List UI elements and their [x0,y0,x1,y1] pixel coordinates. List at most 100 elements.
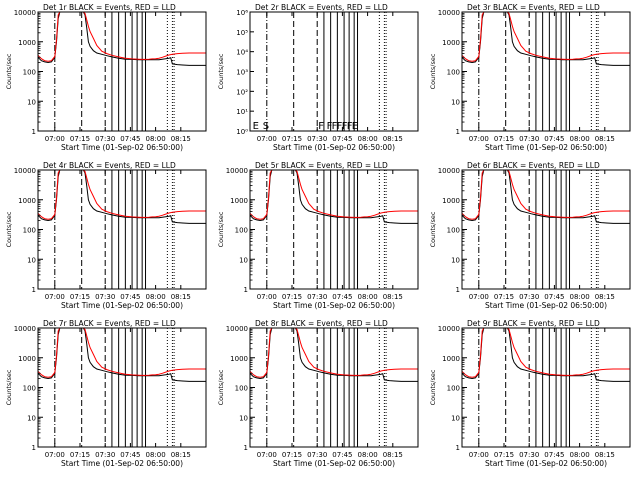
x-tick-label: 07:30 [519,451,539,459]
y-tick-label: 10 [239,256,248,264]
x-tick-label: 07:00 [469,135,489,143]
x-tick-label: 07:00 [45,293,65,301]
y-tick-label: 10 [451,256,460,264]
x-tick-label: 08:15 [595,451,615,459]
y-tick-label: 10000 [226,167,248,175]
x-tick-label: 08:00 [146,135,166,143]
series-line-lld [250,170,418,220]
y-tick-label: 1000 [18,197,36,205]
y-tick-label: 10 [27,256,36,264]
plot-area [266,12,387,131]
y-tick-label: 10 [27,98,36,106]
x-tick-label: 08:00 [570,293,590,301]
y-axis-label: Counts/sec [217,211,225,247]
plot-area [462,170,630,289]
x-tick-label: 07:45 [332,451,352,459]
panel-det-3: Det 3r BLACK = Events, RED = LLD 07:00 07:… [429,3,631,152]
series-line-lld [38,328,206,378]
y-tick-label: 100 [23,227,36,235]
y-tick-label: 10000 [14,325,36,333]
x-tick-label: 07:30 [95,135,115,143]
series-line-lld [250,328,418,378]
x-tick-label: 07:15 [70,451,90,459]
y-tick-label: 10000 [438,325,460,333]
flag-label: F [347,121,353,132]
panel-det-9: Det 9r BLACK = Events, RED = LLD 07:00 07:… [429,319,631,468]
y-tick-label: 1000 [442,197,460,205]
y-tick-label: 1 [32,286,36,294]
y-tick-label: 10 [27,414,36,422]
y-tick-label: 100 [235,227,248,235]
y-tick-label: 10 [239,414,248,422]
y-tick-label: 10000 [14,9,36,17]
y-axis-label: Counts/sec [217,53,225,89]
y-tick-label: 100 [23,69,36,77]
y-tick-label: 1 [244,444,248,452]
x-tick-label: 08:15 [171,293,191,301]
y-tick-label: 10 [451,414,460,422]
x-tick-label: 08:15 [383,451,403,459]
x-tick-label: 07:15 [70,293,90,301]
x-tick-label: 08:15 [171,135,191,143]
flag-label: E [352,121,358,132]
plot-area [250,170,418,289]
panel-title: Det 4r BLACK = Events, RED = LLD [43,161,176,170]
x-tick-label: 07:00 [257,135,277,143]
x-axis-label: Start Time (01-Sep-02 06:50:00) [485,301,607,310]
x-axis-label: Start Time (01-Sep-02 06:50:00) [485,143,607,152]
x-tick-label: 07:00 [469,293,489,301]
y-axis-label: Counts/sec [5,369,13,405]
x-axis-label: Start Time (01-Sep-02 06:50:00) [273,301,395,310]
y-tick-label: 1 [244,286,248,294]
panel-det-7: Det 7r BLACK = Events, RED = LLD 07:00 07:… [5,319,207,468]
y-tick-label: 10³ [236,69,248,77]
y-tick-label: 10⁴ [236,49,248,57]
x-tick-label: 07:15 [494,451,514,459]
plot-area [38,170,206,289]
y-tick-label: 1000 [442,39,460,47]
x-tick-label: 08:15 [383,293,403,301]
x-tick-label: 07:15 [282,135,302,143]
x-tick-label: 08:00 [146,451,166,459]
y-axis-label: Counts/sec [429,369,437,405]
panel-title: Det 9r BLACK = Events, RED = LLD [467,319,600,328]
plot-area [38,12,206,131]
x-tick-label: 07:00 [45,451,65,459]
flag-label: F [327,121,333,132]
x-tick-label: 07:45 [120,293,140,301]
flag-label: F [342,121,348,132]
x-tick-label: 07:45 [332,293,352,301]
x-tick-label: 08:15 [595,293,615,301]
plot-area [38,328,206,447]
y-tick-label: 1 [456,128,460,136]
x-tick-label: 07:30 [307,293,327,301]
series-line-lld [38,170,206,220]
x-axis-label: Start Time (01-Sep-02 06:50:00) [61,301,183,310]
y-tick-label: 1 [32,444,36,452]
y-tick-label: 10000 [438,167,460,175]
x-axis-label: Start Time (01-Sep-02 06:50:00) [273,459,395,468]
x-tick-label: 07:45 [544,451,564,459]
flag-label: F [337,121,343,132]
y-tick-label: 1 [456,286,460,294]
y-tick-label: 1000 [18,355,36,363]
flag-label: S [263,121,269,132]
y-axis-label: Counts/sec [429,211,437,247]
panel-title: Det 1r BLACK = Events, RED = LLD [43,3,176,12]
x-tick-label: 08:00 [570,451,590,459]
x-tick-label: 07:15 [494,293,514,301]
y-axis-label: Counts/sec [217,369,225,405]
x-tick-label: 07:45 [332,135,352,143]
plot-frame [37,327,207,448]
x-axis-label: Start Time (01-Sep-02 06:50:00) [61,459,183,468]
y-tick-label: 100 [23,385,36,393]
panel-title: Det 8r BLACK = Events, RED = LLD [255,319,388,328]
x-tick-label: 07:15 [494,135,514,143]
plot-frame [37,169,207,290]
y-tick-label: 10² [236,88,248,96]
y-tick-label: 10⁶ [236,9,248,17]
plot-frame [461,11,631,132]
plot-frame [37,11,207,132]
